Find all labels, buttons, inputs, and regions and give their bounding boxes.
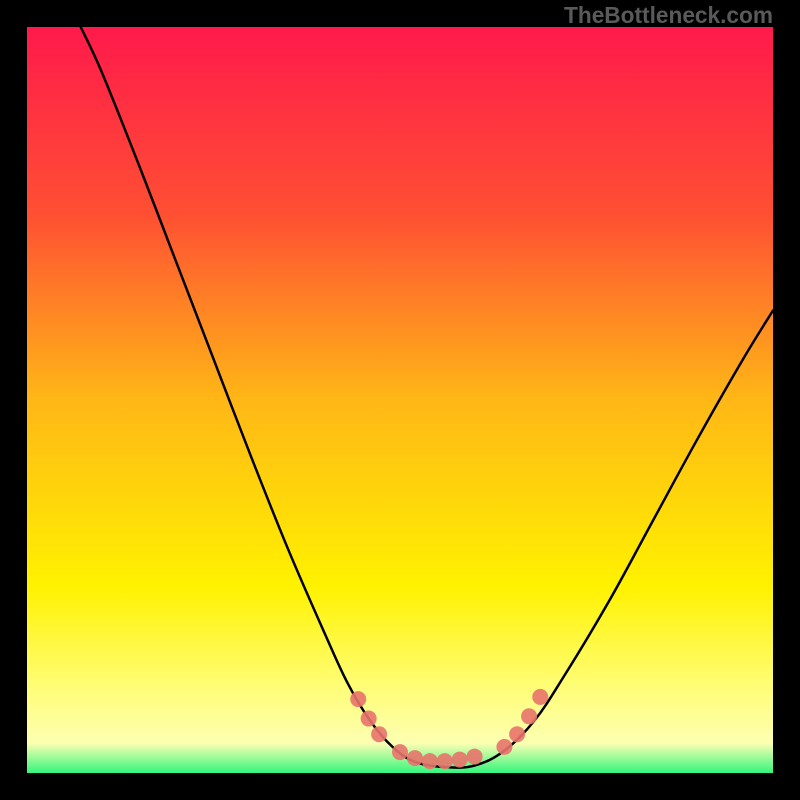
- curve-marker: [467, 749, 483, 765]
- bottleneck-curve: [81, 27, 773, 768]
- curve-marker: [350, 691, 366, 707]
- plot-area: [27, 27, 773, 773]
- curve-marker: [496, 739, 512, 755]
- watermark-text: TheBottleneck.com: [564, 2, 773, 29]
- curve-marker: [452, 752, 468, 768]
- curve-marker: [521, 708, 537, 724]
- curve-marker: [407, 750, 423, 766]
- curve-marker: [361, 711, 377, 727]
- curve-marker: [422, 753, 438, 769]
- chart-container: TheBottleneck.com: [0, 0, 800, 800]
- curve-marker: [509, 726, 525, 742]
- curve-svg: [27, 27, 773, 773]
- curve-marker: [392, 744, 408, 760]
- marker-group: [350, 689, 548, 769]
- curve-marker: [532, 689, 548, 705]
- curve-marker: [371, 726, 387, 742]
- curve-marker: [437, 753, 453, 769]
